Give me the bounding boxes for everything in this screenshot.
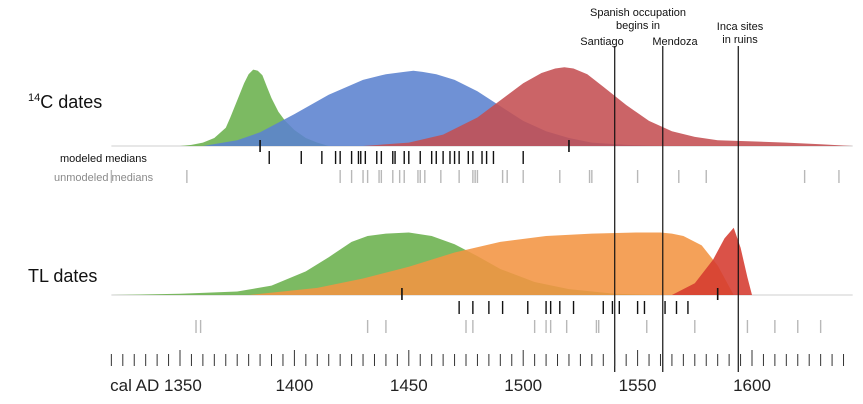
- axis-tick-label: 1400: [275, 376, 313, 395]
- unmodeled-medians-label: unmodeled medians: [54, 172, 154, 184]
- axis-tick-label: 1500: [504, 376, 542, 395]
- density-area-2: [248, 232, 734, 295]
- panel-label-tl: TL dates: [28, 266, 97, 286]
- panel-label-14c: 14C dates: [28, 92, 102, 112]
- density-area-3: [671, 227, 752, 295]
- axis-tick-label: cal AD 1350: [110, 376, 202, 395]
- modeled-medians-label: modeled medians: [60, 153, 147, 165]
- axis-tick-label: 1450: [390, 376, 428, 395]
- reference-label: Mendoza: [652, 36, 698, 48]
- density-area-2: [202, 70, 661, 146]
- axis-tick-label: 1550: [619, 376, 657, 395]
- density-area-3: [363, 67, 853, 146]
- density-area-1: [180, 69, 329, 146]
- reference-label: Inca sites in ruins: [717, 21, 764, 46]
- reference-label: Santiago: [580, 36, 623, 48]
- annotation-spanish-occupation: Spanish occupation begins in: [590, 7, 686, 32]
- axis-tick-label: 1600: [733, 376, 771, 395]
